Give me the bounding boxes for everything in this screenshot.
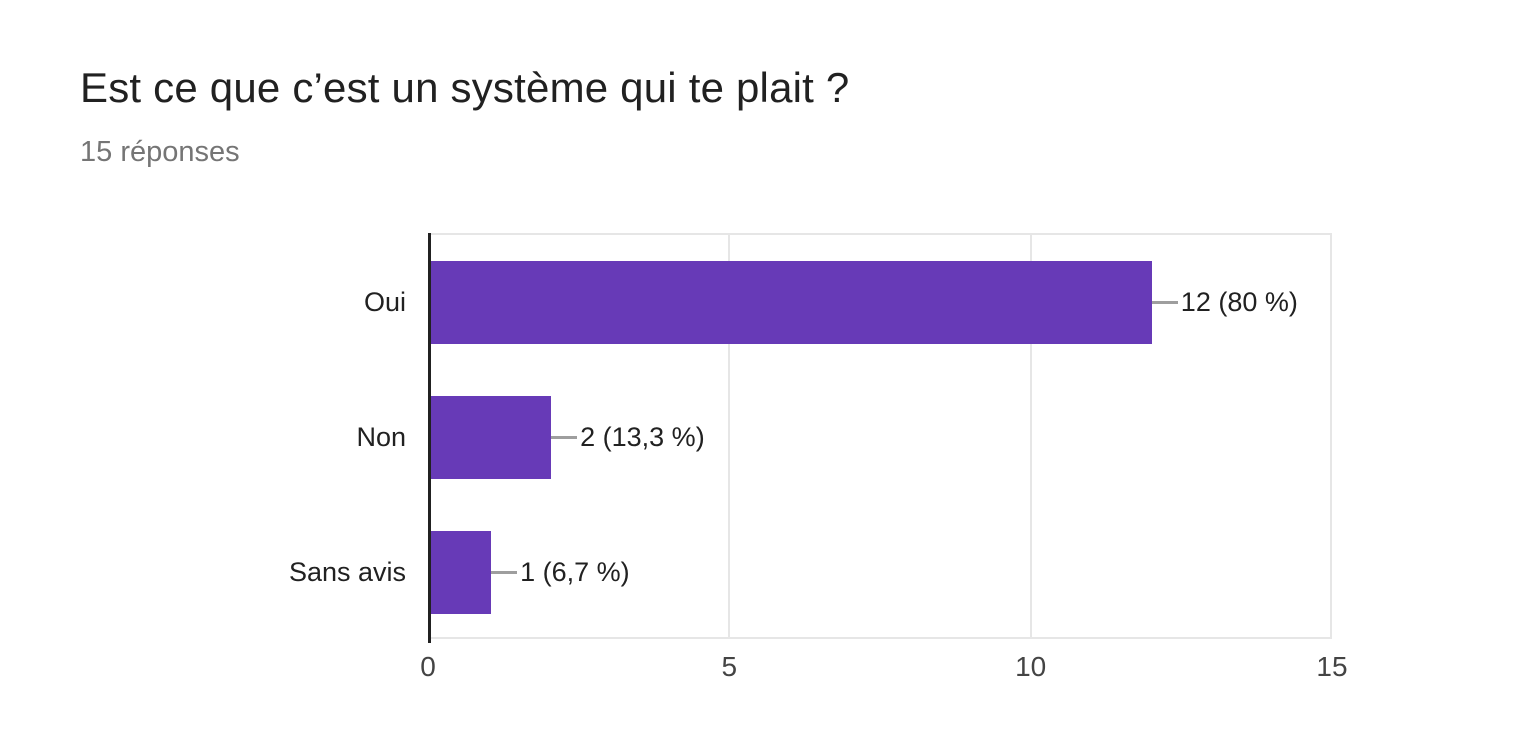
bar-non[interactable] <box>431 396 552 479</box>
y-axis-line <box>428 233 431 643</box>
bar-row-oui: Oui 12 (80 %) <box>364 261 1332 344</box>
gridline-5 <box>728 235 731 637</box>
gridline-10 <box>1029 235 1032 637</box>
label-connector-line <box>1151 301 1178 304</box>
label-connector-line <box>491 571 518 574</box>
category-label-non: Non <box>356 422 406 452</box>
bar-chart-plot-area: Oui 12 (80 %) Non 2 (13,3 %) Sans avis 1… <box>289 233 1348 682</box>
bar-row-sans-avis: Sans avis 1 (6,7 %) <box>289 531 1332 614</box>
responses-count: 15 réponses <box>80 136 240 168</box>
bar-row-non: Non 2 (13,3 %) <box>356 396 1332 479</box>
x-tick-0: 0 <box>420 651 436 682</box>
bar-oui[interactable] <box>431 261 1152 344</box>
question-title: Est ce que c’est un système qui te plait… <box>80 64 850 111</box>
category-label-oui: Oui <box>363 287 406 317</box>
gridline-15 <box>1330 235 1332 637</box>
value-label-sans-avis: 1 (6,7 %) <box>520 557 630 587</box>
x-tick-5: 5 <box>721 651 738 682</box>
bar-sans-avis[interactable] <box>431 531 492 614</box>
category-label-sans-avis: Sans avis <box>288 557 406 587</box>
label-connector-line <box>551 436 578 439</box>
x-tick-10: 10 <box>1015 651 1047 682</box>
value-label-non: 2 (13,3 %) <box>580 422 705 452</box>
value-label-oui: 12 (80 %) <box>1180 287 1298 317</box>
x-tick-15: 15 <box>1316 651 1348 682</box>
